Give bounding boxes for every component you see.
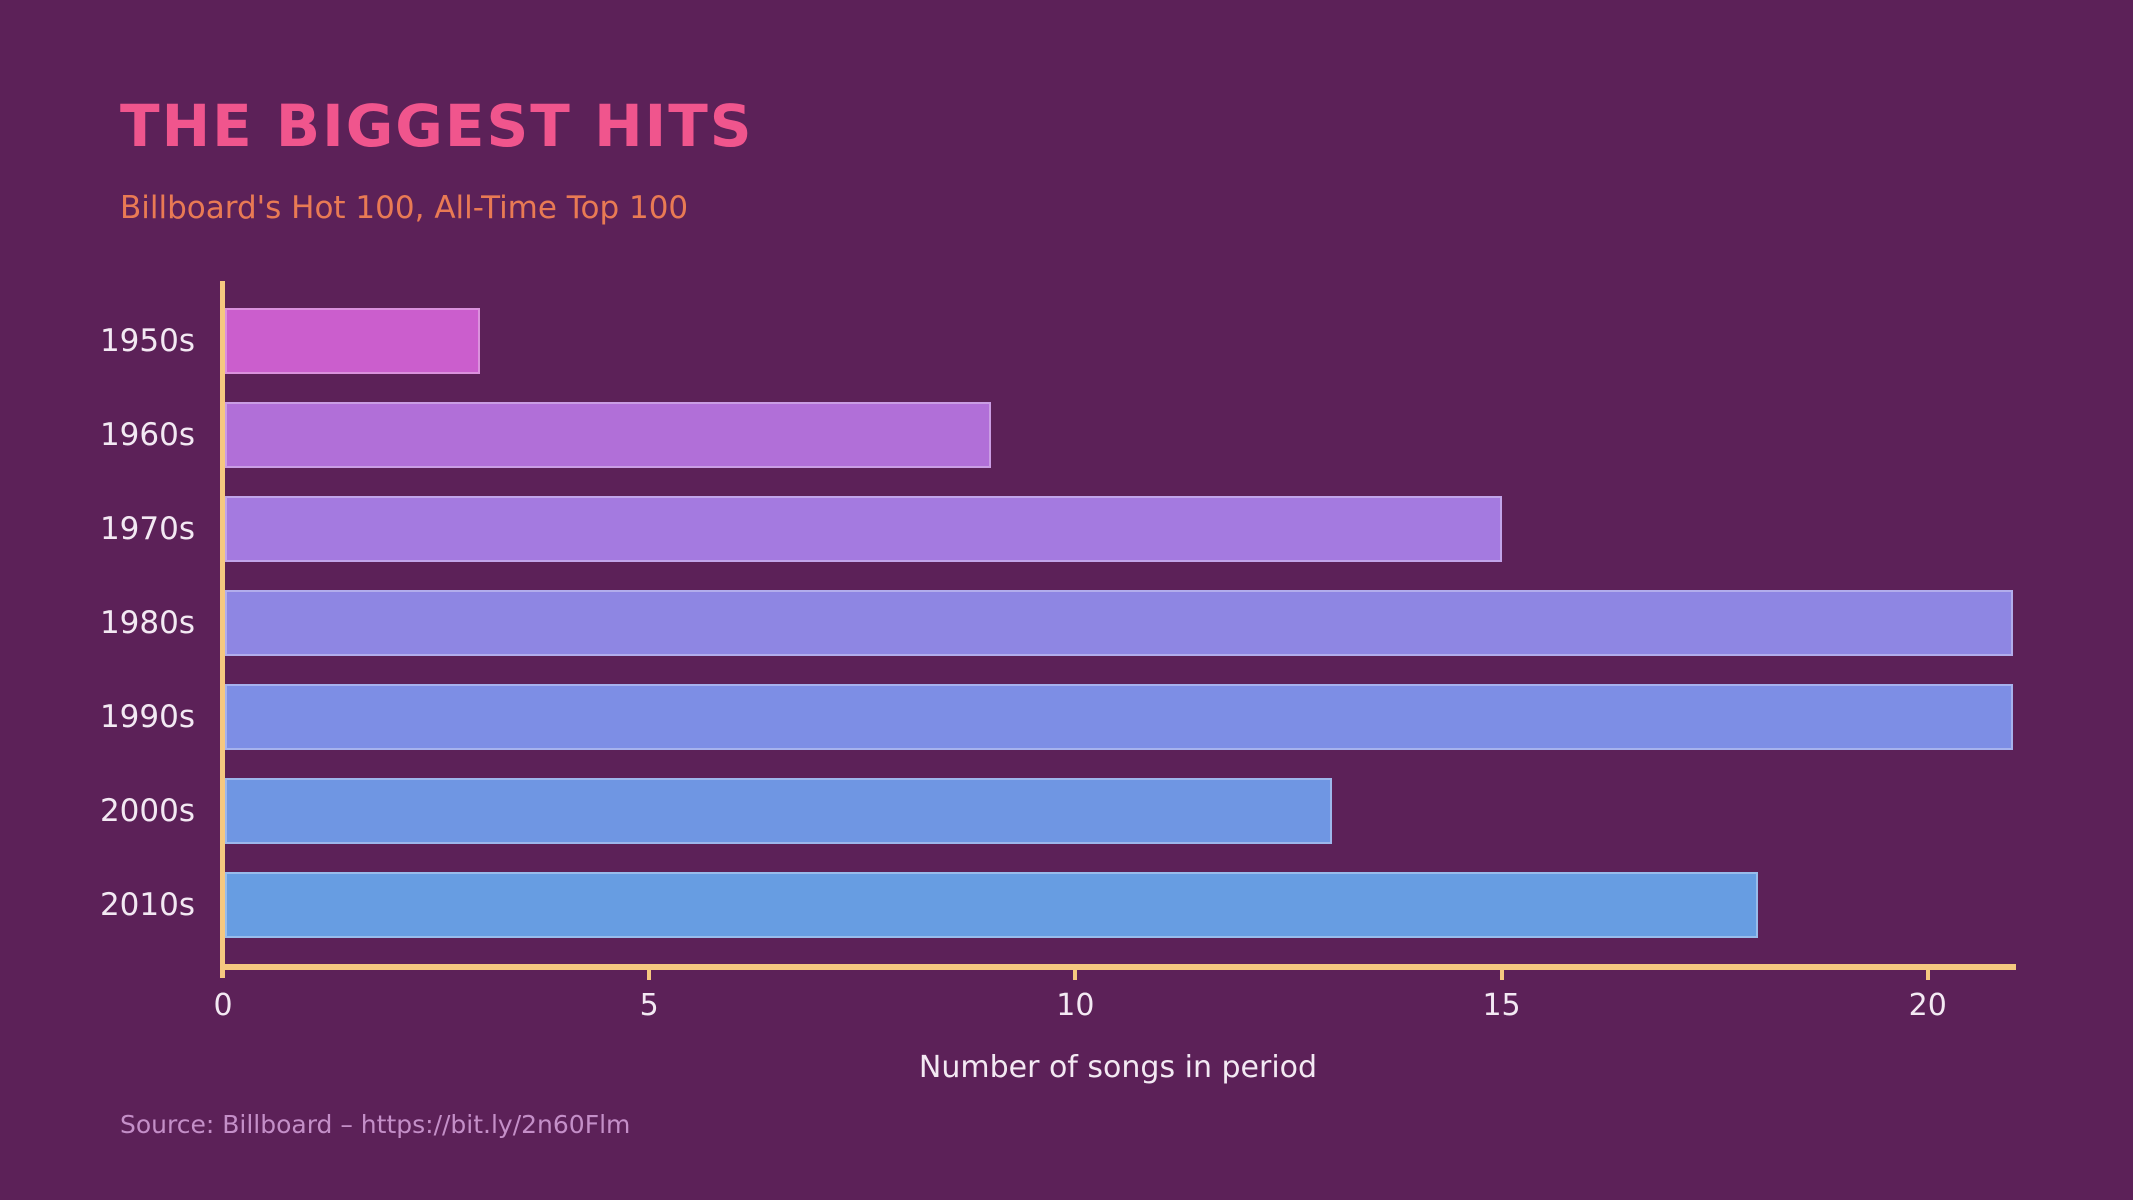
bar-1990s: [225, 684, 2013, 750]
bar-2010s: [225, 872, 1758, 938]
tick-mark-15: [1499, 970, 1504, 980]
category-label-1960s: 1960s: [99, 417, 195, 453]
bar-1970s: [225, 496, 1502, 562]
chart-title: THE BIGGEST HITS: [120, 92, 754, 160]
category-label-1990s: 1990s: [99, 699, 195, 735]
x-axis-line: [220, 964, 2016, 970]
y-axis-line: [220, 281, 225, 978]
category-label-1980s: 1980s: [99, 605, 195, 641]
tick-label-0: 0: [213, 988, 233, 1023]
tick-label-5: 5: [639, 988, 659, 1023]
x-axis-tick-labels: 0 5 10 15 20: [213, 988, 2013, 1028]
tick-mark-20: [1925, 970, 1930, 980]
plot-area: [225, 281, 2013, 964]
category-label-1950s: 1950s: [99, 323, 195, 359]
tick-label-10: 10: [1056, 988, 1095, 1023]
tick-label-15: 15: [1482, 988, 1521, 1023]
tick-mark-10: [1073, 970, 1078, 980]
tick-label-20: 20: [1908, 988, 1947, 1023]
category-label-2010s: 2010s: [99, 887, 195, 923]
bar-1960s: [225, 402, 991, 468]
bar-1980s: [225, 590, 2013, 656]
x-axis-tick-marks: [223, 970, 2013, 980]
category-label-1970s: 1970s: [99, 511, 195, 547]
y-axis-category-labels: 1950s 1960s 1970s 1980s 1990s 2000s 2010s: [0, 281, 195, 971]
source-note: Source: Billboard – https://bit.ly/2n60F…: [120, 1110, 631, 1139]
bar-2000s: [225, 778, 1332, 844]
category-label-2000s: 2000s: [99, 793, 195, 829]
bar-1950s: [225, 308, 480, 374]
chart-subtitle: Billboard's Hot 100, All-Time Top 100: [120, 190, 689, 226]
x-axis-title: Number of songs in period: [918, 1050, 1318, 1085]
tick-mark-5: [647, 970, 652, 980]
